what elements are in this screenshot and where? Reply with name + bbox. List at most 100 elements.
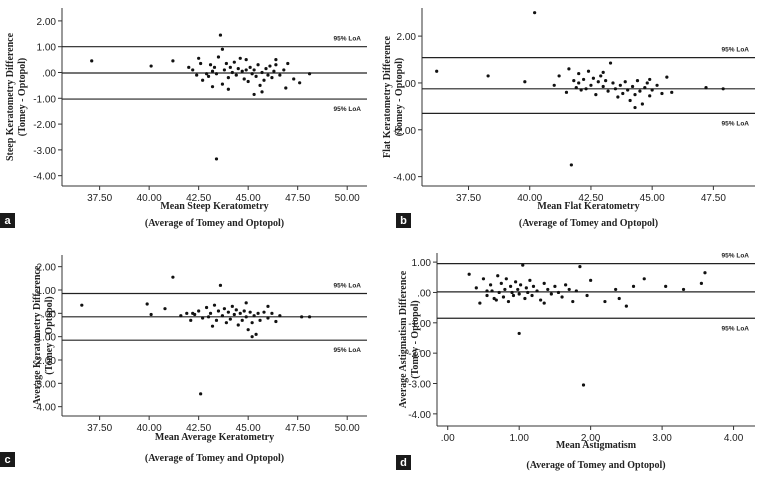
y-tick-label: .00 — [402, 79, 416, 90]
data-point — [220, 82, 225, 86]
data-point — [642, 277, 646, 281]
data-point — [535, 289, 539, 293]
data-point — [485, 293, 489, 298]
data-point — [633, 93, 637, 97]
data-point — [560, 295, 564, 299]
data-point — [533, 11, 537, 15]
data-point — [230, 70, 234, 75]
x-tick-label: 50.00 — [335, 423, 360, 434]
panel-letter-box — [396, 455, 411, 470]
data-point — [628, 98, 632, 103]
data-point — [603, 299, 607, 304]
data-point — [648, 77, 652, 82]
y-axis-subtitle: (Tomey - Optopol) — [17, 58, 28, 137]
x-tick-label: 1.00 — [509, 433, 529, 444]
data-point — [650, 88, 654, 92]
data-point — [286, 61, 290, 66]
y-axis-subtitle: (Tomey - Optopol) — [394, 58, 405, 137]
data-point — [282, 68, 286, 72]
data-point — [633, 105, 637, 110]
x-axis-subtitle: (Average of Tomey and Optopol) — [145, 218, 284, 229]
x-axis-subtitle: (Average of Tomey and Optopol) — [145, 453, 284, 464]
y-axis-subtitle: (Tomey - Optopol) — [44, 296, 55, 375]
x-tick-label: 40.00 — [137, 193, 162, 204]
data-point — [270, 76, 274, 80]
x-tick-label: 4.00 — [724, 433, 744, 444]
data-point — [199, 392, 203, 396]
y-tick-label: 2.00 — [37, 17, 57, 28]
data-point — [557, 74, 561, 78]
x-tick-label: 37.50 — [87, 423, 112, 434]
data-point — [523, 296, 527, 301]
data-point — [210, 85, 215, 89]
x-tick-label: 40.00 — [517, 193, 542, 204]
data-point — [195, 73, 199, 77]
data-point — [226, 87, 230, 91]
y-tick-label: -2.00 — [408, 349, 431, 360]
data-point — [567, 287, 571, 292]
y-axis-title: Flat Keratometry Difference — [382, 35, 393, 158]
data-point — [246, 79, 250, 84]
data-point — [240, 318, 244, 322]
y-tick-label: 1.00 — [412, 258, 432, 269]
y-tick-label: -4.00 — [33, 172, 56, 183]
data-point — [665, 75, 669, 79]
data-point — [252, 92, 256, 97]
data-point — [594, 93, 598, 97]
data-point — [206, 74, 211, 78]
data-point — [584, 87, 588, 91]
data-point — [516, 287, 520, 292]
data-point — [230, 304, 234, 308]
y-axis-title: Steep Keratometry Difference — [5, 32, 16, 161]
y-tick-label: .00 — [417, 288, 431, 299]
loa-upper-label: 95% LoA — [722, 47, 750, 54]
data-point — [488, 283, 493, 287]
data-point — [171, 59, 175, 63]
data-point — [218, 283, 223, 287]
x-axis-title: Mean Flat Keratometry — [537, 201, 639, 212]
data-point — [292, 77, 296, 81]
data-point — [145, 302, 149, 306]
x-tick-label: 50.00 — [335, 193, 360, 204]
panel-letter-box — [396, 213, 411, 228]
data-point — [149, 312, 153, 317]
data-point — [307, 315, 312, 319]
data-point — [201, 316, 205, 320]
data-point — [254, 332, 258, 336]
y-axis-subtitle: (Tomey - Optopol) — [410, 300, 421, 379]
data-point — [435, 69, 439, 73]
data-point — [517, 331, 521, 336]
data-point — [216, 309, 221, 313]
data-point — [274, 57, 278, 62]
loa-upper-label: 95% LoA — [334, 283, 362, 290]
data-point — [274, 63, 278, 67]
data-point — [163, 307, 167, 311]
data-point — [524, 286, 528, 290]
data-point — [201, 78, 205, 82]
data-point — [204, 72, 209, 76]
data-point — [242, 309, 246, 313]
data-point — [509, 284, 513, 288]
y-tick-label: -1.00 — [33, 94, 56, 105]
data-point — [284, 86, 288, 90]
y-tick-label: -2.00 — [33, 356, 56, 367]
loa-upper-label: 95% LoA — [722, 253, 750, 260]
data-point — [517, 292, 521, 296]
data-point — [238, 311, 242, 315]
data-point — [611, 81, 615, 85]
data-point — [244, 57, 248, 62]
data-point — [268, 64, 272, 68]
data-point — [596, 80, 600, 84]
data-point — [670, 90, 674, 94]
data-point — [681, 287, 686, 292]
data-point — [481, 277, 486, 281]
data-point — [630, 84, 635, 89]
data-point — [208, 63, 213, 67]
data-point — [542, 301, 546, 305]
data-point — [572, 79, 576, 83]
data-point — [618, 83, 622, 87]
data-point — [300, 315, 304, 319]
data-point — [224, 61, 228, 66]
panel-letter: b — [400, 215, 407, 227]
